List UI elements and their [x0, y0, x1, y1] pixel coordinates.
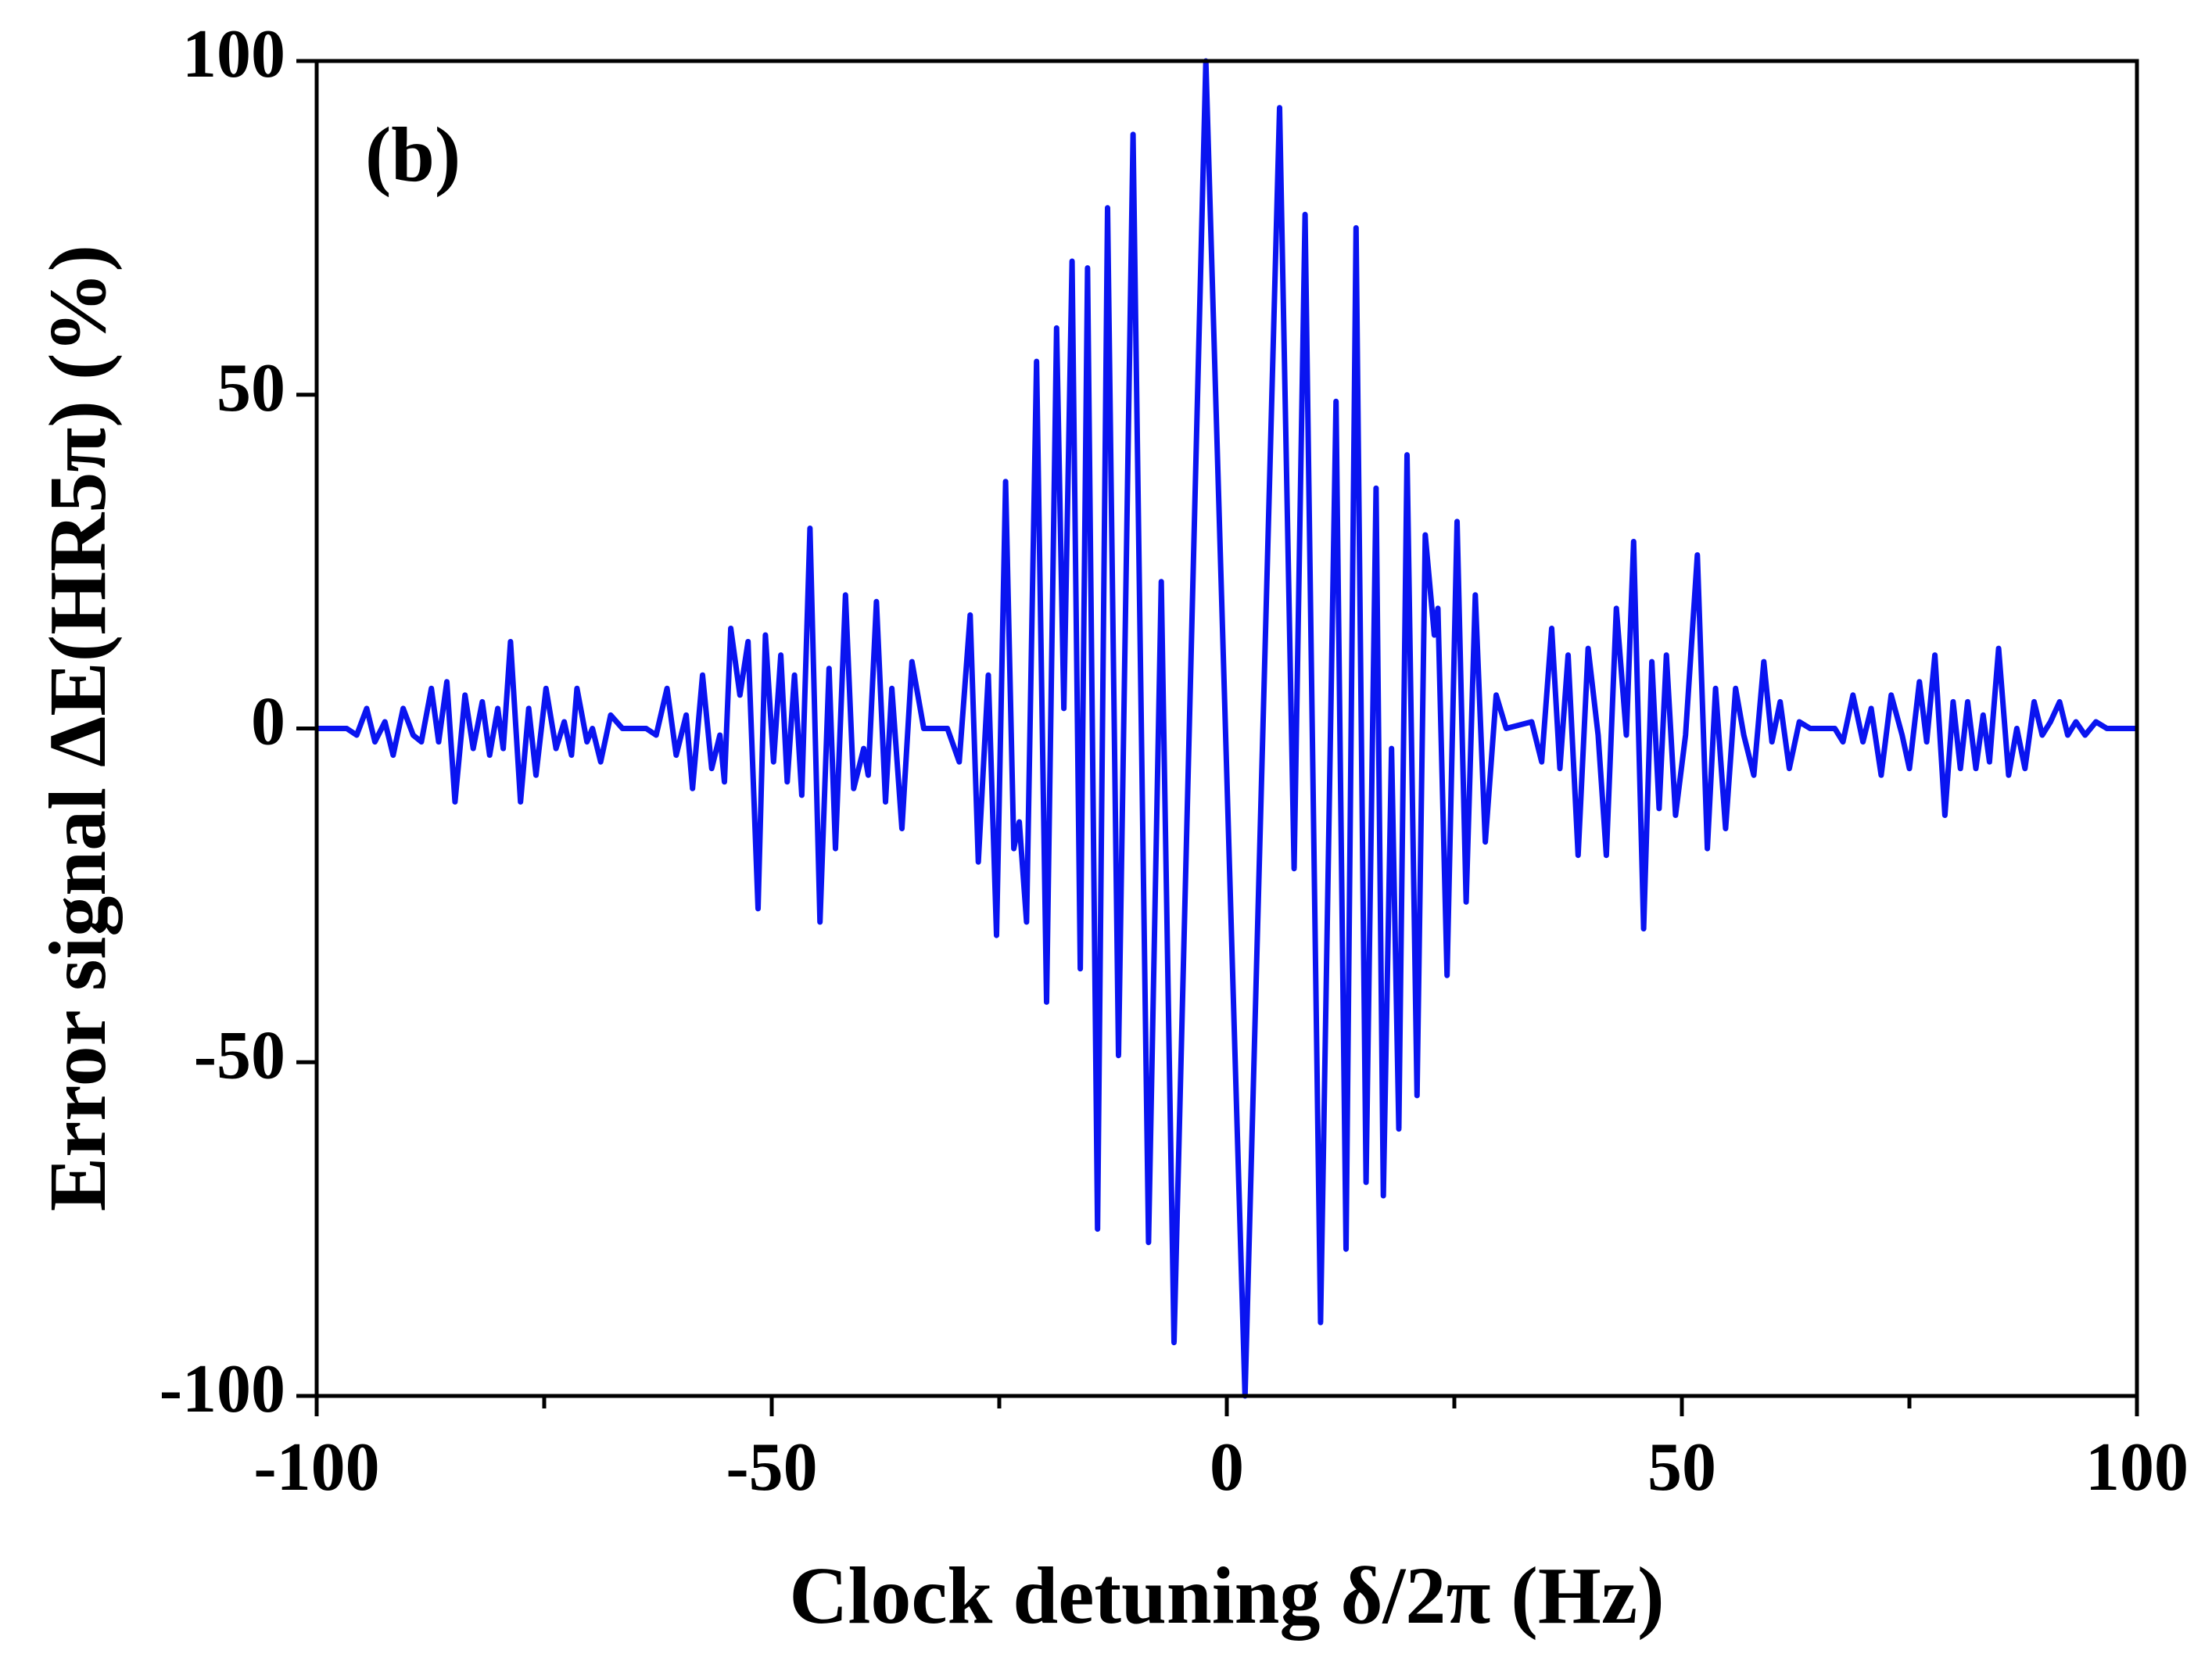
- y-axis-title: Error signal ΔE(HR5π) (%): [33, 245, 123, 1211]
- y-tick-label: 0: [251, 684, 285, 760]
- x-tick-label: 0: [1210, 1430, 1244, 1505]
- y-tick-label: 50: [217, 350, 285, 426]
- x-tick-label: -50: [726, 1430, 817, 1505]
- x-tick-label: -100: [253, 1430, 379, 1505]
- x-axis-title: Clock detuning δ/2π (Hz): [789, 1551, 1664, 1641]
- y-tick-label: -50: [194, 1017, 285, 1093]
- data-line: [317, 58, 2137, 1399]
- y-tick-label: 100: [182, 16, 285, 92]
- panel-label: (b): [365, 111, 461, 198]
- x-tick-label: 100: [2085, 1430, 2189, 1505]
- x-tick-label: 50: [1647, 1430, 1716, 1505]
- y-tick-label: -100: [160, 1351, 285, 1427]
